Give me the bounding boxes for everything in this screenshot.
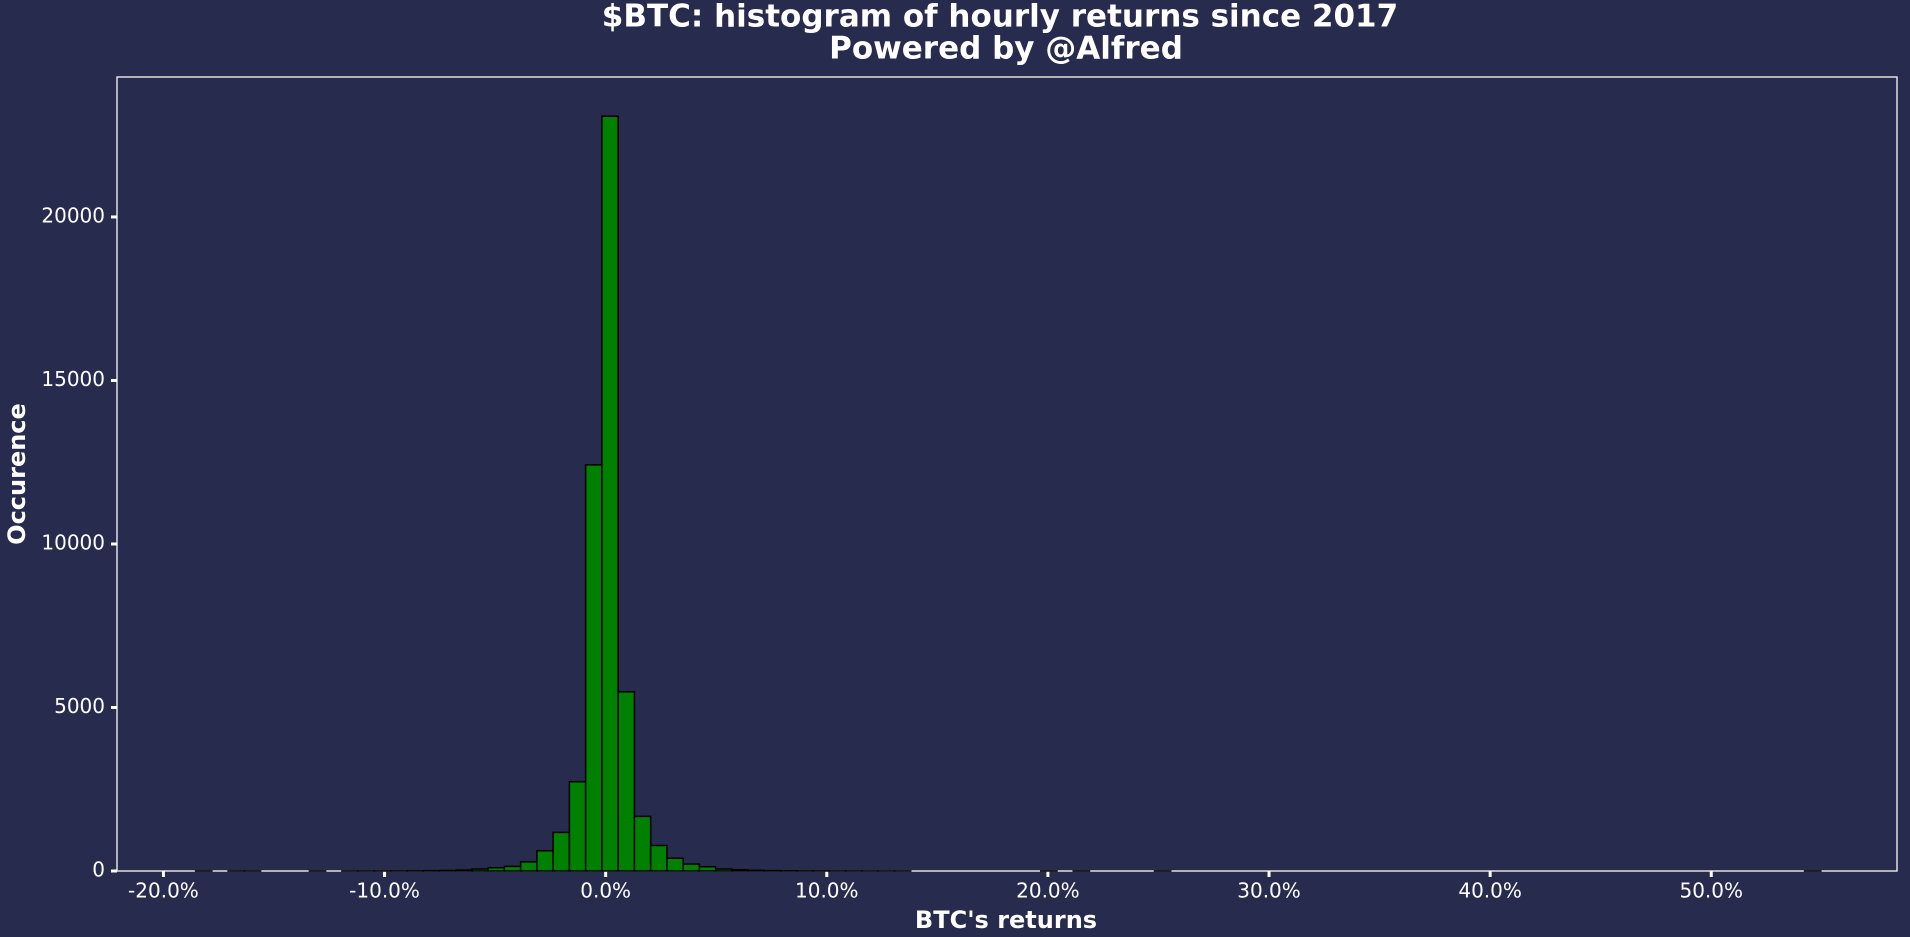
- y-tick-label: 10000: [41, 530, 105, 554]
- bar: [568, 780, 587, 872]
- y-tick-label: 0: [92, 858, 105, 882]
- bar: [731, 869, 749, 872]
- plot-frame: [116, 76, 1898, 872]
- y-tick-label: 5000: [54, 694, 105, 718]
- bar: [682, 863, 701, 872]
- x-tick-label: 40.0%: [1458, 879, 1522, 903]
- bar: [617, 691, 636, 872]
- bar: [536, 849, 554, 872]
- y-tick-label: 20000: [41, 203, 105, 227]
- bar: [454, 869, 473, 872]
- x-tick-label: 50.0%: [1679, 879, 1743, 903]
- bar: [519, 861, 538, 872]
- y-tick-label: 15000: [41, 367, 105, 391]
- x-tick-label: -20.0%: [128, 879, 199, 903]
- bar: [714, 868, 733, 872]
- bar: [601, 115, 619, 872]
- y-axis-label: Occurence: [3, 403, 31, 545]
- x-tick-label: 30.0%: [1237, 879, 1301, 903]
- bar: [487, 866, 506, 872]
- bar: [649, 844, 668, 872]
- bar: [666, 857, 684, 872]
- bar: [471, 868, 489, 872]
- bar: [552, 831, 571, 872]
- bar: [633, 815, 652, 872]
- x-axis-label: BTC's returns: [915, 906, 1097, 934]
- chart-subtitle: Powered by @Alfred: [829, 31, 1183, 67]
- bar: [503, 865, 522, 872]
- x-tick-label: -10.0%: [349, 879, 420, 903]
- x-tick-label: 10.0%: [795, 879, 859, 903]
- x-tick-label: 0.0%: [580, 879, 631, 903]
- bar: [698, 865, 717, 872]
- bar: [747, 869, 766, 872]
- bar: [584, 464, 603, 872]
- x-tick-label: 20.0%: [1016, 879, 1080, 903]
- chart-title: $BTC: histogram of hourly returns since …: [602, 0, 1398, 35]
